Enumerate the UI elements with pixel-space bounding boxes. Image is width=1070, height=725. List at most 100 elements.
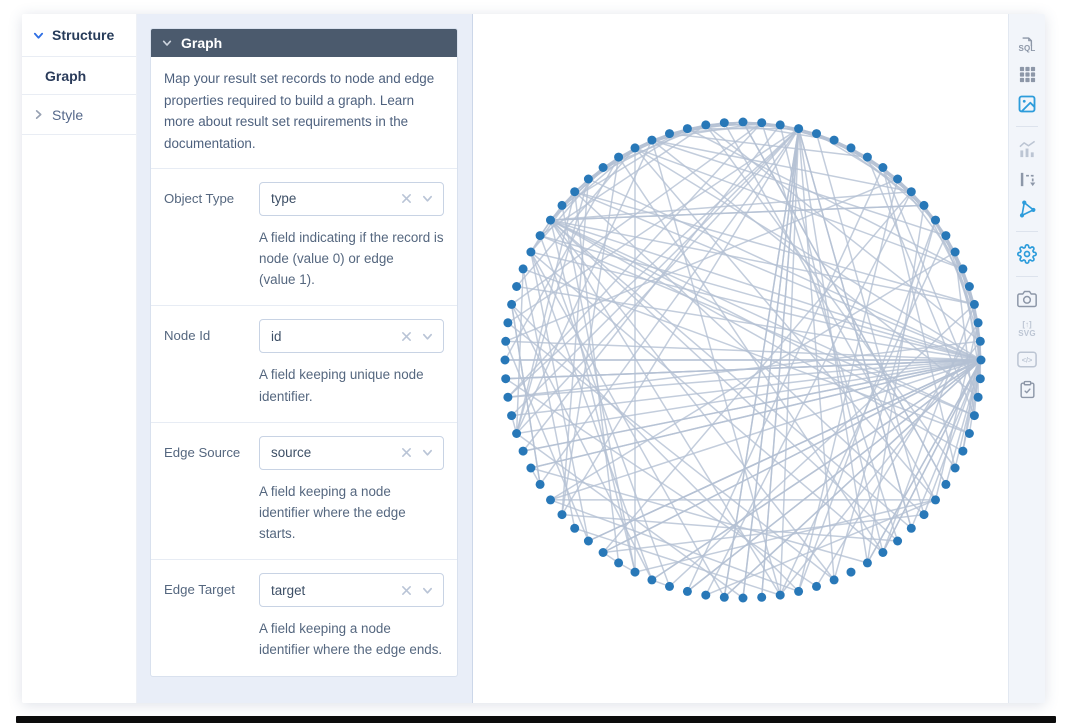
graph-node[interactable]: [973, 318, 983, 328]
graph-node[interactable]: [570, 523, 580, 533]
graph-node[interactable]: [964, 282, 974, 291]
sidebar-item-style[interactable]: Style: [22, 95, 136, 135]
graph-node[interactable]: [893, 174, 903, 184]
graph-node[interactable]: [812, 129, 821, 139]
graph-node[interactable]: [546, 495, 555, 505]
graph-node[interactable]: [512, 282, 522, 291]
graph-node[interactable]: [682, 586, 692, 596]
graph-node[interactable]: [557, 510, 567, 520]
graph-node[interactable]: [701, 590, 711, 600]
graph-node[interactable]: [719, 118, 729, 128]
graph-node[interactable]: [518, 264, 528, 274]
graph-node[interactable]: [878, 163, 888, 172]
graph-node[interactable]: [931, 495, 940, 505]
graph-node[interactable]: [757, 592, 767, 602]
graph-node[interactable]: [682, 124, 692, 134]
graph-node[interactable]: [958, 446, 968, 456]
clear-icon[interactable]: [401, 585, 412, 596]
layout-flow-button[interactable]: [1014, 166, 1040, 192]
clear-icon[interactable]: [401, 193, 412, 204]
graph-node[interactable]: [975, 336, 985, 346]
graph-node[interactable]: [775, 590, 785, 600]
graph-node[interactable]: [969, 299, 979, 309]
graph-node[interactable]: [583, 536, 593, 546]
combo-chart-button[interactable]: [1014, 136, 1040, 162]
graph-node[interactable]: [775, 120, 785, 130]
graph-node[interactable]: [738, 117, 748, 127]
graph-node[interactable]: [614, 558, 624, 568]
graph-node[interactable]: [846, 567, 856, 577]
settings-button[interactable]: [1014, 241, 1040, 267]
graph-node[interactable]: [503, 392, 513, 402]
graph-node[interactable]: [829, 135, 839, 145]
graph-node[interactable]: [878, 548, 888, 557]
graph-node[interactable]: [535, 231, 545, 241]
object-type-select[interactable]: type: [259, 181, 444, 216]
graph-node[interactable]: [906, 187, 916, 197]
clear-icon[interactable]: [401, 331, 412, 342]
edge-source-select[interactable]: source: [259, 435, 444, 470]
graph-node[interactable]: [503, 318, 513, 328]
chevron-down-icon[interactable]: [421, 193, 434, 204]
sidebar-item-graph[interactable]: Graph: [22, 57, 136, 95]
graph-visualization-panel[interactable]: [472, 14, 1008, 703]
graph-node[interactable]: [829, 575, 839, 585]
graph-node[interactable]: [630, 143, 640, 153]
graph-node[interactable]: [598, 548, 608, 557]
graph-node[interactable]: [812, 581, 821, 591]
chevron-down-icon[interactable]: [421, 585, 434, 596]
chevron-down-icon[interactable]: [421, 447, 434, 458]
graph-node[interactable]: [501, 374, 511, 384]
copy-clipboard-button[interactable]: [1014, 376, 1040, 402]
graph-node[interactable]: [964, 429, 974, 438]
graph-node[interactable]: [973, 392, 983, 402]
graph-node[interactable]: [976, 355, 986, 365]
graph-node[interactable]: [512, 429, 522, 438]
chevron-down-icon[interactable]: [421, 331, 434, 342]
graph-node[interactable]: [647, 135, 657, 145]
graph-node[interactable]: [719, 592, 729, 602]
graph-node[interactable]: [570, 187, 580, 197]
graph-canvas[interactable]: [473, 14, 1008, 701]
graph-node[interactable]: [647, 575, 657, 585]
graph-node[interactable]: [893, 536, 903, 546]
graph-node[interactable]: [738, 593, 748, 603]
graph-node[interactable]: [846, 143, 856, 153]
graph-node[interactable]: [919, 200, 929, 210]
export-svg-button[interactable]: [↑] SVG: [1014, 316, 1040, 342]
graph-node[interactable]: [958, 264, 968, 274]
graph-node[interactable]: [500, 355, 510, 365]
graph-node[interactable]: [757, 118, 767, 128]
graph-view-button[interactable]: [1014, 196, 1040, 222]
graph-node[interactable]: [950, 247, 960, 257]
graph-node[interactable]: [701, 120, 711, 130]
snapshot-button[interactable]: [1014, 286, 1040, 312]
graph-node[interactable]: [526, 463, 536, 473]
graph-node[interactable]: [546, 215, 555, 225]
graph-node[interactable]: [583, 174, 593, 184]
graph-node[interactable]: [794, 586, 804, 596]
sql-editor-button[interactable]: SQL: [1014, 31, 1040, 57]
graph-node[interactable]: [507, 299, 517, 309]
graph-node[interactable]: [614, 152, 624, 162]
graph-node[interactable]: [501, 336, 511, 346]
graph-node[interactable]: [969, 411, 979, 421]
clear-icon[interactable]: [401, 447, 412, 458]
graph-panel-header[interactable]: Graph: [151, 29, 457, 57]
edge-target-select[interactable]: target: [259, 573, 444, 608]
graph-node[interactable]: [941, 231, 951, 241]
graph-node[interactable]: [630, 567, 640, 577]
graph-node[interactable]: [535, 479, 545, 489]
graph-node[interactable]: [518, 446, 528, 456]
graph-node[interactable]: [794, 124, 804, 134]
visualization-button[interactable]: [1014, 91, 1040, 117]
graph-node[interactable]: [931, 215, 940, 225]
graph-node[interactable]: [526, 247, 536, 257]
graph-node[interactable]: [862, 558, 872, 568]
sidebar-item-structure[interactable]: Structure: [22, 14, 136, 57]
graph-node[interactable]: [919, 510, 929, 520]
graph-node[interactable]: [665, 129, 674, 139]
embed-code-button[interactable]: </>: [1014, 346, 1040, 372]
graph-node[interactable]: [975, 374, 985, 384]
data-grid-button[interactable]: [1014, 61, 1040, 87]
